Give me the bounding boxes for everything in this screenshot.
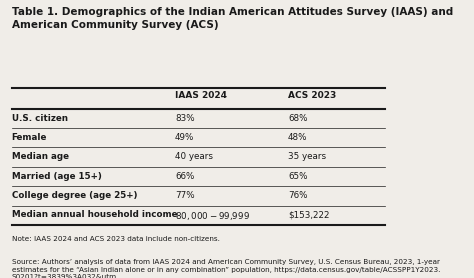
Text: 83%: 83% <box>175 113 195 123</box>
Text: 35 years: 35 years <box>288 152 326 161</box>
Text: 66%: 66% <box>175 172 194 181</box>
Text: Married (age 15+): Married (age 15+) <box>12 172 101 181</box>
Text: Table 1. Demographics of the Indian American Attitudes Survey (IAAS) and
America: Table 1. Demographics of the Indian Amer… <box>12 7 453 30</box>
Text: IAAS 2024: IAAS 2024 <box>175 91 227 100</box>
Text: College degree (age 25+): College degree (age 25+) <box>12 191 137 200</box>
Text: 77%: 77% <box>175 191 195 200</box>
Text: 68%: 68% <box>288 113 308 123</box>
Text: 40 years: 40 years <box>175 152 213 161</box>
Text: 48%: 48% <box>288 133 308 142</box>
Text: 76%: 76% <box>288 191 308 200</box>
Text: U.S. citizen: U.S. citizen <box>12 113 68 123</box>
Text: Source: Authors’ analysis of data from IAAS 2024 and American Community Survey, : Source: Authors’ analysis of data from I… <box>12 259 440 278</box>
Text: Median annual household income: Median annual household income <box>12 210 177 219</box>
Text: Female: Female <box>12 133 47 142</box>
Text: $153,222: $153,222 <box>288 210 329 219</box>
Text: 65%: 65% <box>288 172 308 181</box>
Text: Note: IAAS 2024 and ACS 2023 data include non-citizens.: Note: IAAS 2024 and ACS 2023 data includ… <box>12 235 219 242</box>
Text: 49%: 49% <box>175 133 194 142</box>
Text: $80,000 - $99,999: $80,000 - $99,999 <box>175 210 250 222</box>
Text: ACS 2023: ACS 2023 <box>288 91 336 100</box>
Text: Median age: Median age <box>12 152 69 161</box>
